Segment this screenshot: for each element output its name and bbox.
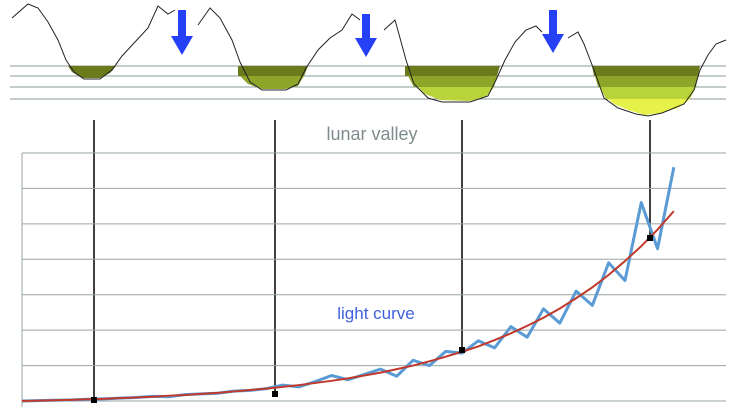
- valley-label: lunar valley: [326, 124, 417, 144]
- valley-fills: [68, 66, 700, 115]
- series-line: [21, 210, 675, 402]
- curve-label: light curve: [337, 304, 414, 323]
- connector-dots: [91, 235, 653, 403]
- valley-outlines: [11, 3, 727, 117]
- connectors: [93, 120, 651, 400]
- arrows: [171, 10, 564, 57]
- chart-area: [21, 152, 726, 407]
